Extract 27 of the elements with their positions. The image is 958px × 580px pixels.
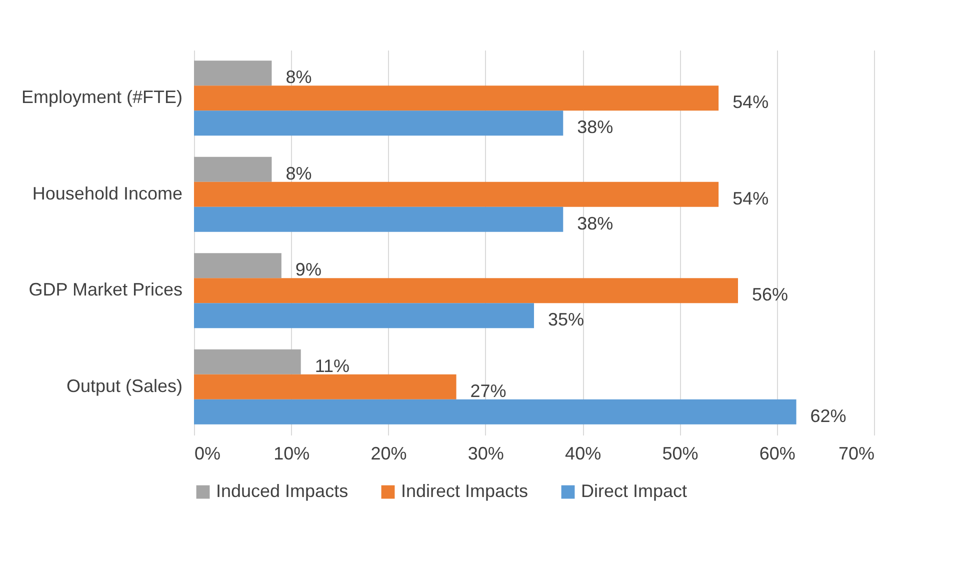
legend-label: Indirect Impacts: [401, 481, 528, 501]
data-label: 56%: [752, 284, 788, 305]
y-tick-label: Household Income: [32, 183, 182, 204]
y-tick-label: Employment (#FTE): [21, 87, 182, 108]
data-label: 8%: [286, 163, 312, 184]
data-label: 38%: [577, 117, 614, 138]
data-label: 8%: [286, 67, 312, 88]
y-tick-label: Output (Sales): [66, 376, 182, 396]
data-label: 11%: [314, 356, 350, 376]
legend-label: Direct Impact: [581, 481, 688, 501]
x-tick-label: 50%: [662, 444, 698, 464]
data-label: 54%: [732, 188, 769, 208]
legend-label: Induced Impacts: [216, 481, 348, 501]
x-tick-label: 70%: [838, 444, 874, 464]
x-tick-label: 20%: [370, 444, 407, 464]
data-label: 38%: [577, 213, 614, 234]
data-label: 54%: [732, 92, 769, 112]
x-tick-label: 60%: [759, 444, 796, 464]
y-tick-label: GDP Market Prices: [28, 280, 182, 300]
x-tick-label: 40%: [565, 444, 602, 464]
x-tick-label: 0%: [194, 444, 221, 464]
data-label: 27%: [470, 380, 506, 401]
x-tick-label: 30%: [468, 444, 504, 464]
data-label: 35%: [548, 310, 584, 330]
data-label: 62%: [810, 406, 846, 426]
x-tick-label: 10%: [274, 444, 310, 464]
data-label: 9%: [295, 260, 322, 280]
